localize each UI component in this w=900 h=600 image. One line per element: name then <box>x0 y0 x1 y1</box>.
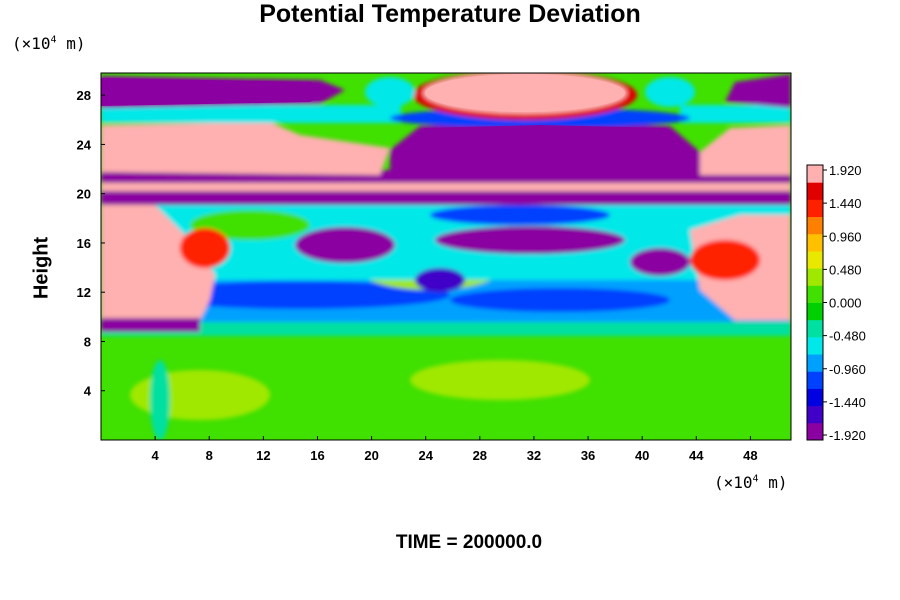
y-tick-label: 20 <box>77 187 91 202</box>
field-shape <box>101 78 330 106</box>
colorbar-tick-label: 1.440 <box>829 196 862 211</box>
field-shape <box>400 125 692 168</box>
field-shape <box>150 281 450 309</box>
field-shape <box>295 227 395 263</box>
colorbar-swatch <box>807 199 823 218</box>
field-shape <box>101 105 401 123</box>
x-tick-label: 8 <box>206 448 213 463</box>
y-tick-label: 16 <box>77 236 91 251</box>
colorbar-tick-label: -0.960 <box>829 362 866 377</box>
x-tick-label: 16 <box>310 448 324 463</box>
x-tick-label: 4 <box>152 448 160 463</box>
x-tick-label: 20 <box>364 448 378 463</box>
plot-frame <box>100 72 792 441</box>
y-tick-label: 12 <box>77 285 91 300</box>
field-shape <box>725 74 791 108</box>
colorbar-swatch <box>807 233 823 252</box>
field-shape <box>415 268 465 292</box>
x-tick-label: 36 <box>581 448 595 463</box>
colorbar-tick-label: -1.920 <box>829 428 866 443</box>
colorbar-tick-label: 1.920 <box>829 163 862 178</box>
x-tick-label: 44 <box>689 448 704 463</box>
colorbar-tick-label: 0.000 <box>829 296 862 311</box>
colorbar-swatch <box>807 268 823 286</box>
colorbar-swatch <box>807 405 823 424</box>
colorbar-tick-label: -1.440 <box>829 395 866 410</box>
colorbar-swatch <box>807 182 823 200</box>
y-tick-label: 24 <box>77 137 92 152</box>
colorbar-swatch <box>807 285 823 303</box>
heatmap-field <box>101 73 791 440</box>
field-shape <box>101 322 791 336</box>
colorbar-swatch <box>807 165 823 183</box>
x-axis-unit: (×104 m) <box>714 473 788 492</box>
x-tick-label: 12 <box>256 448 270 463</box>
field-shape <box>450 288 670 312</box>
field-shape <box>180 228 230 268</box>
field-shape <box>690 240 760 280</box>
colorbar-swatch <box>807 388 823 407</box>
chart-title: Potential Temperature Deviation <box>259 0 641 28</box>
y-axis-unit: (×104 m) <box>12 34 86 53</box>
y-tick-label: 8 <box>84 334 91 349</box>
x-tick-label: 40 <box>635 448 649 463</box>
y-tick-label: 4 <box>84 384 92 399</box>
x-tick-label: 28 <box>473 448 487 463</box>
x-axis-ticks: 4 8 12 16 20 24 28 32 36 40 44 48 <box>152 436 758 463</box>
field-shape <box>680 105 791 123</box>
x-tick-label: 48 <box>743 448 757 463</box>
field-shape <box>700 125 791 175</box>
field-shape <box>430 205 610 225</box>
colorbar-swatch <box>807 336 823 355</box>
colorbar-tick-label: 0.960 <box>829 229 862 244</box>
y-tick-label: 28 <box>77 88 91 103</box>
time-label: TIME = 200000.0 <box>395 532 543 553</box>
x-tick-label: 24 <box>418 448 433 463</box>
field-shape <box>435 226 625 254</box>
colorbar-swatch <box>807 354 823 372</box>
field-shape <box>425 74 625 112</box>
field-shape <box>365 77 415 107</box>
field-shape <box>101 122 390 175</box>
field-shape <box>620 392 740 428</box>
colorbar-tick-label: 0.480 <box>829 262 862 277</box>
field-shapes <box>101 73 791 440</box>
field-shape <box>645 77 695 107</box>
field-shape <box>410 360 590 400</box>
y-axis-ticks: 4 8 12 16 20 24 28 <box>77 88 105 399</box>
colorbar-swatch <box>807 250 823 269</box>
colorbar-swatch <box>807 216 823 235</box>
colorbar-tick-label: -0.480 <box>829 329 866 344</box>
field-shape <box>630 248 690 276</box>
field-shape <box>101 318 200 332</box>
colorbar: 1.920 1.440 0.960 0.480 0.000 -0.480 -0.960 -1.… <box>806 163 866 443</box>
field-shape <box>150 360 170 440</box>
field-shape <box>101 183 791 191</box>
colorbar-swatch <box>807 302 823 321</box>
colorbar-swatch <box>807 371 823 389</box>
x-tick-label: 32 <box>527 448 541 463</box>
colorbar-swatch <box>807 319 823 338</box>
field-shape <box>101 200 215 330</box>
colorbar-swatch <box>807 422 823 441</box>
